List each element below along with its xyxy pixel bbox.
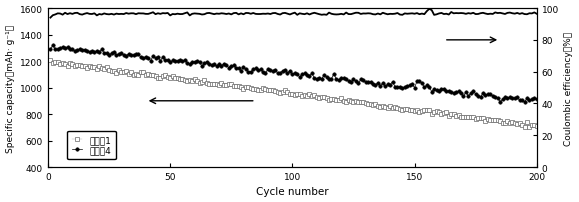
应用例1 bbox=[137, 72, 144, 74]
X-axis label: Cycle number: Cycle number bbox=[256, 186, 329, 197]
Line: 应用例1: 应用例1 bbox=[49, 59, 538, 129]
应用例1 bbox=[533, 125, 540, 127]
应用例4 bbox=[494, 97, 501, 100]
应用例4 bbox=[49, 45, 56, 47]
应用例1 bbox=[47, 59, 54, 62]
应用例4 bbox=[140, 57, 146, 60]
Legend: 应用例1, 应用例4: 应用例1, 应用例4 bbox=[67, 131, 116, 160]
应用例4 bbox=[47, 49, 54, 51]
应用例1 bbox=[526, 126, 533, 129]
应用例1 bbox=[492, 119, 499, 122]
应用例4 bbox=[521, 101, 528, 104]
应用例1 bbox=[509, 121, 516, 123]
应用例1 bbox=[67, 63, 74, 65]
应用例4 bbox=[511, 97, 518, 100]
应用例4 bbox=[533, 98, 540, 101]
应用例4 bbox=[69, 49, 76, 51]
应用例1 bbox=[177, 78, 184, 80]
Line: 应用例4: 应用例4 bbox=[49, 44, 538, 104]
Y-axis label: Specific capacity（mAh· g⁻¹）: Specific capacity（mAh· g⁻¹） bbox=[6, 24, 14, 152]
应用例4 bbox=[79, 50, 86, 53]
Y-axis label: Coulombic efficiency（%）: Coulombic efficiency（%） bbox=[565, 31, 573, 145]
应用例1 bbox=[76, 64, 83, 67]
应用例4 bbox=[179, 61, 186, 63]
